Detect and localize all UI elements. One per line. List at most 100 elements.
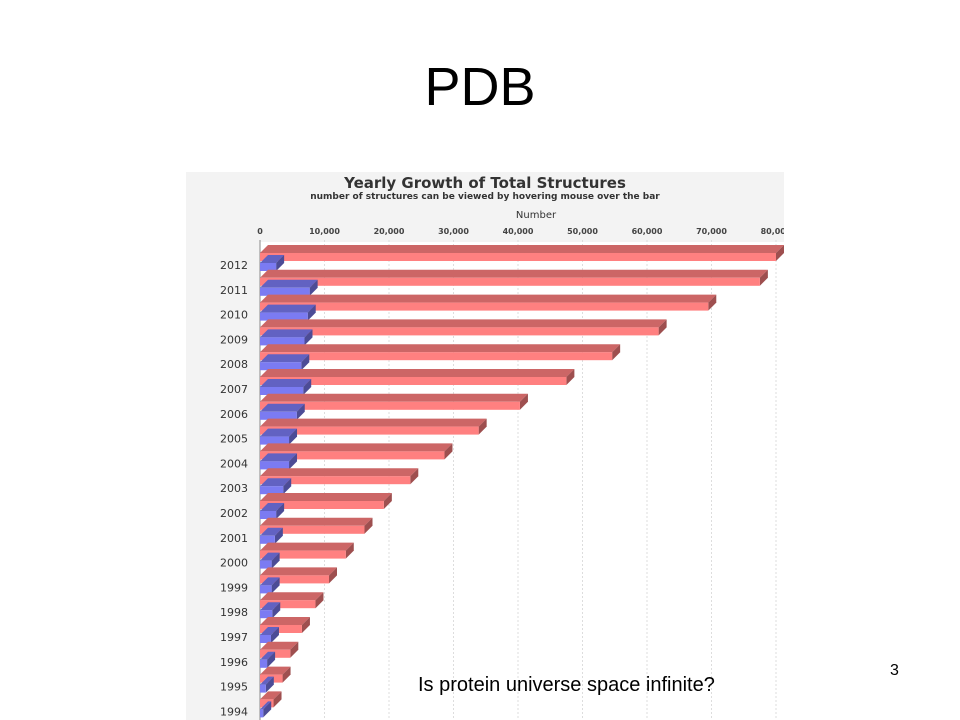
bar-total[interactable]	[260, 468, 419, 485]
bar-total-top	[260, 468, 419, 477]
bar-total-side	[282, 666, 291, 683]
bar-yearly-front	[260, 263, 277, 271]
bar-total-side	[658, 319, 667, 336]
bar-yearly[interactable]	[260, 503, 285, 519]
bar-total-top	[260, 269, 768, 278]
bar-total-front	[260, 277, 760, 286]
bar-total-top	[260, 418, 487, 427]
bar-yearly[interactable]	[260, 279, 318, 296]
chart-subtitle: number of structures can be viewed by ho…	[310, 192, 660, 202]
bar-total-top	[260, 517, 373, 526]
bar-yearly[interactable]	[260, 329, 313, 346]
bar-total-side	[383, 493, 392, 509]
slide-title: PDB	[424, 57, 536, 117]
bar-yearly-side	[301, 354, 310, 371]
bar-total-side	[315, 592, 324, 609]
bar-total[interactable]	[260, 269, 768, 286]
bar-yearly[interactable]	[260, 403, 305, 420]
bar-yearly[interactable]	[260, 627, 279, 643]
bar-yearly[interactable]	[260, 379, 312, 395]
y-tick-label: 1996	[220, 656, 248, 669]
bar-yearly-front	[260, 461, 290, 470]
y-tick-label: 2012	[220, 259, 248, 272]
bar-total-top	[260, 542, 354, 551]
bar-yearly[interactable]	[260, 478, 292, 495]
y-tick-label: 2001	[220, 532, 248, 545]
y-tick-label: 2004	[220, 457, 248, 470]
bar-yearly-top	[260, 478, 292, 487]
bar-total[interactable]	[260, 245, 784, 261]
bar-yearly-side	[272, 602, 281, 619]
y-tick-label: 2007	[220, 383, 248, 396]
bar-yearly[interactable]	[260, 527, 283, 544]
x-tick-label: 50,000	[567, 227, 598, 236]
bar-yearly-top	[260, 329, 313, 338]
bar-total[interactable]	[260, 319, 667, 336]
bar-yearly[interactable]	[260, 676, 274, 693]
bar-yearly-side	[296, 403, 305, 420]
y-tick-label: 2005	[220, 433, 248, 446]
bar-total-front	[260, 600, 316, 609]
bar-total[interactable]	[260, 393, 528, 410]
bar-total-top	[260, 245, 784, 253]
y-tick-label: 2011	[220, 284, 248, 297]
bar-total[interactable]	[260, 443, 453, 460]
bar-yearly-front	[260, 436, 290, 445]
bar-total[interactable]	[260, 493, 392, 509]
bar-yearly-top	[260, 379, 312, 387]
bar-yearly[interactable]	[260, 354, 310, 371]
x-tick-label: 70,000	[696, 227, 727, 236]
bar-total-side	[273, 691, 282, 708]
bar-total[interactable]	[260, 294, 717, 311]
bar-yearly-front	[260, 387, 304, 395]
bar-yearly-side	[303, 379, 312, 395]
bar-total-front	[260, 625, 302, 633]
bar-yearly-side	[271, 552, 280, 569]
bar-yearly[interactable]	[260, 651, 276, 668]
bar-yearly[interactable]	[260, 577, 280, 594]
bar-yearly[interactable]	[260, 255, 285, 271]
bar-yearly-top	[260, 403, 305, 412]
bar-total-front	[260, 476, 411, 485]
bar-yearly-top	[260, 304, 316, 313]
bar-yearly[interactable]	[260, 428, 298, 445]
chart-panel: Yearly Growth of Total Structures number…	[186, 172, 784, 720]
bar-total[interactable]	[260, 542, 354, 559]
bar-total[interactable]	[260, 617, 310, 633]
y-tick-label: 2009	[220, 333, 248, 346]
bar-yearly-front	[260, 312, 308, 321]
bar-yearly[interactable]	[260, 701, 272, 718]
bar-total-top	[260, 592, 324, 601]
bar-total-front	[260, 401, 520, 410]
bar-total[interactable]	[260, 641, 299, 658]
bar-yearly[interactable]	[260, 602, 281, 619]
x-tick-label: 60,000	[632, 227, 663, 236]
bar-total[interactable]	[260, 567, 338, 584]
bar-total-side	[301, 617, 310, 633]
bar-yearly-front	[260, 585, 272, 594]
bar-total[interactable]	[260, 369, 575, 385]
bar-yearly[interactable]	[260, 453, 298, 470]
bar-yearly[interactable]	[260, 304, 316, 321]
bar-yearly-side	[309, 279, 318, 296]
bar-total-side	[759, 269, 768, 286]
bar-total[interactable]	[260, 418, 487, 435]
bar-yearly-front	[260, 362, 302, 371]
bar-yearly[interactable]	[260, 552, 280, 569]
x-tick-label: 80,000	[761, 227, 784, 236]
x-tick-label: 40,000	[503, 227, 534, 236]
bar-total-side	[708, 294, 717, 311]
x-tick-label: 0	[257, 227, 263, 236]
bar-total-top	[260, 617, 310, 625]
y-tick-label: 1994	[220, 705, 248, 718]
bar-total[interactable]	[260, 592, 324, 609]
bar-total[interactable]	[260, 344, 621, 361]
bar-total-front	[260, 377, 567, 385]
bar-yearly-top	[260, 279, 318, 288]
bar-total[interactable]	[260, 517, 373, 534]
y-tick-label: 1999	[220, 581, 248, 594]
y-tick-label: 2006	[220, 408, 248, 421]
y-tick-label: 1998	[220, 606, 248, 619]
bar-yearly-top	[260, 503, 285, 511]
bar-yearly-top	[260, 701, 272, 710]
